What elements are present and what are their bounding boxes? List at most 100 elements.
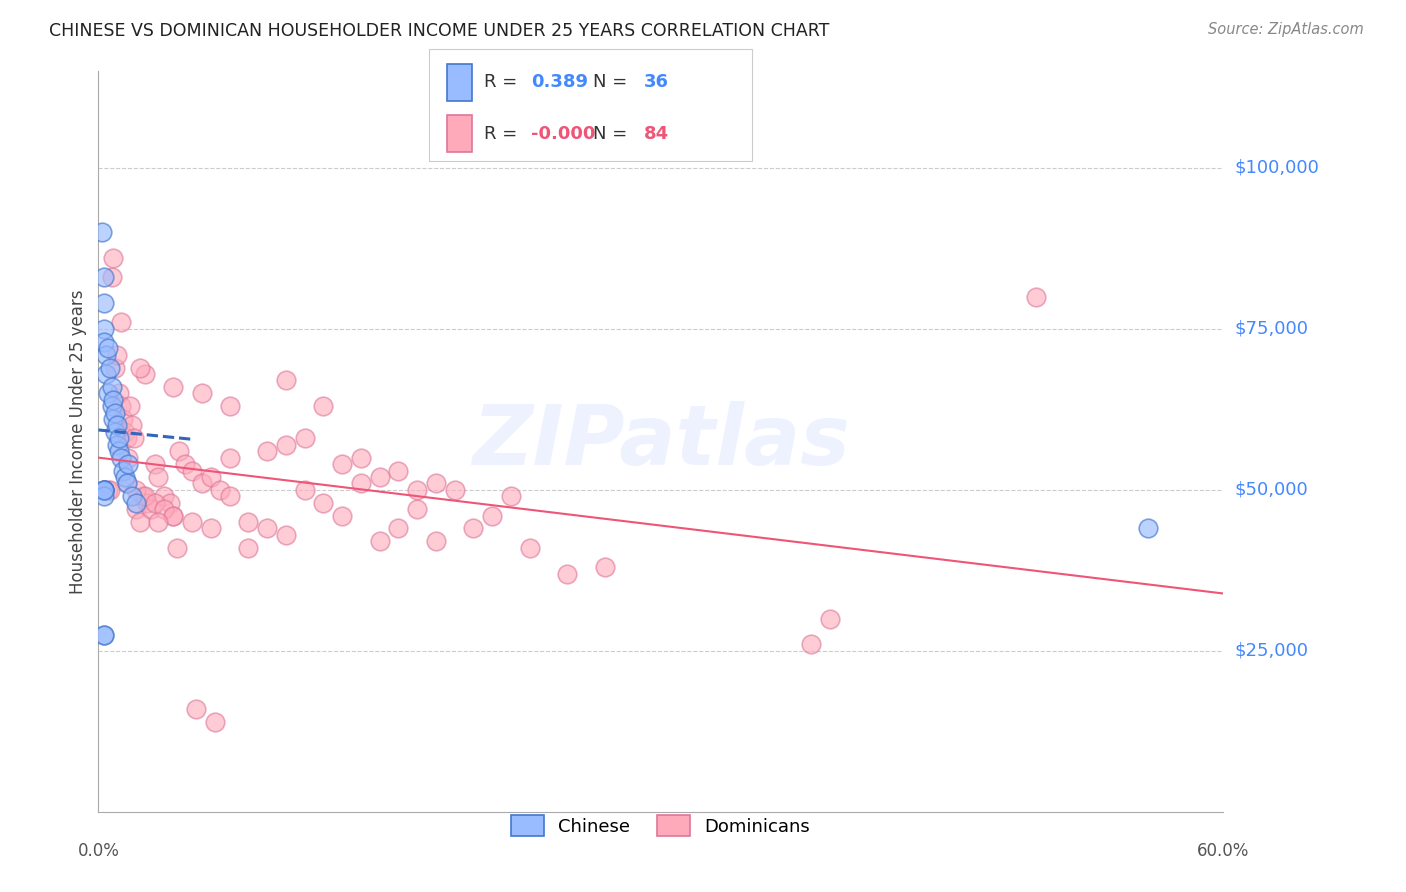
Point — [104, 360, 127, 375]
Point — [100, 399, 122, 413]
Point — [218, 399, 240, 413]
Point — [238, 515, 260, 529]
Point — [105, 348, 128, 362]
Point — [368, 470, 391, 484]
Point — [148, 470, 170, 484]
Point — [166, 541, 188, 555]
Point — [519, 541, 541, 555]
Point — [387, 521, 409, 535]
Text: N =: N = — [593, 73, 633, 91]
Point — [98, 483, 121, 497]
Point — [1137, 521, 1160, 535]
Point — [238, 541, 260, 555]
Point — [108, 386, 131, 401]
Point — [312, 496, 335, 510]
Point — [110, 315, 132, 329]
Point — [204, 714, 226, 729]
Text: N =: N = — [593, 125, 633, 143]
Point — [93, 628, 115, 642]
Point — [93, 489, 115, 503]
Point — [443, 483, 465, 497]
Point — [97, 341, 120, 355]
Point — [330, 457, 353, 471]
Point — [274, 373, 297, 387]
Point — [294, 431, 316, 445]
Point — [139, 502, 162, 516]
Point — [425, 476, 447, 491]
Point — [128, 360, 150, 375]
Point — [153, 489, 176, 503]
Point — [111, 412, 134, 426]
Point — [104, 425, 127, 439]
Point — [115, 476, 138, 491]
Point — [100, 270, 122, 285]
Text: 36: 36 — [644, 73, 669, 91]
Point — [593, 560, 616, 574]
Point — [190, 386, 212, 401]
Point — [93, 483, 115, 497]
Text: ZIPatlas: ZIPatlas — [472, 401, 849, 482]
Point — [406, 483, 429, 497]
Point — [108, 444, 131, 458]
Point — [115, 431, 138, 445]
Point — [103, 251, 125, 265]
Text: 60.0%: 60.0% — [1197, 842, 1250, 860]
Text: 0.0%: 0.0% — [77, 842, 120, 860]
Point — [110, 399, 132, 413]
Point — [94, 367, 117, 381]
Point — [93, 483, 115, 497]
Text: CHINESE VS DOMINICAN HOUSEHOLDER INCOME UNDER 25 YEARS CORRELATION CHART: CHINESE VS DOMINICAN HOUSEHOLDER INCOME … — [49, 22, 830, 40]
Point — [481, 508, 503, 523]
Point — [91, 225, 114, 239]
Point — [499, 489, 522, 503]
Point — [143, 496, 166, 510]
Point — [350, 476, 373, 491]
Point — [134, 367, 156, 381]
Point — [125, 483, 148, 497]
Point — [108, 431, 131, 445]
Point — [100, 380, 122, 394]
Text: R =: R = — [484, 73, 523, 91]
Point — [93, 322, 115, 336]
Point — [200, 521, 222, 535]
Point — [294, 483, 316, 497]
Point — [350, 450, 373, 465]
Point — [121, 418, 143, 433]
Point — [105, 418, 128, 433]
Point — [122, 431, 145, 445]
Point — [173, 457, 195, 471]
Point — [104, 406, 127, 420]
Point — [143, 457, 166, 471]
Point — [167, 444, 190, 458]
Point — [181, 463, 204, 477]
Point — [463, 521, 485, 535]
Point — [159, 496, 181, 510]
Point — [184, 702, 207, 716]
Point — [93, 483, 115, 497]
Point — [103, 392, 125, 407]
Point — [209, 483, 232, 497]
Text: R =: R = — [484, 125, 523, 143]
Point — [800, 637, 823, 651]
Point — [114, 470, 136, 484]
Point — [93, 334, 115, 349]
Point — [93, 483, 115, 497]
Point — [117, 457, 139, 471]
Point — [98, 360, 121, 375]
Point — [162, 508, 184, 523]
Point — [121, 489, 143, 503]
Point — [153, 502, 176, 516]
Point — [256, 444, 278, 458]
Point — [274, 438, 297, 452]
Point — [115, 476, 138, 491]
Point — [93, 483, 115, 497]
Point — [406, 502, 429, 516]
Point — [97, 483, 120, 497]
Point — [134, 489, 156, 503]
Point — [114, 425, 136, 439]
Text: Source: ZipAtlas.com: Source: ZipAtlas.com — [1208, 22, 1364, 37]
Point — [1025, 290, 1047, 304]
Point — [136, 496, 159, 510]
Point — [110, 450, 132, 465]
Point — [132, 489, 155, 503]
